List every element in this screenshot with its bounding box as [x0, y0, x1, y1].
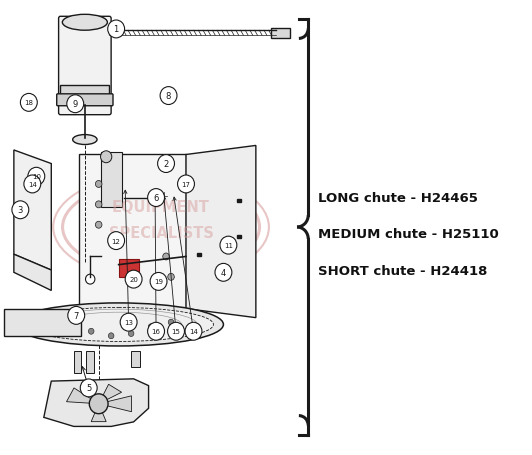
Ellipse shape [24, 308, 213, 342]
FancyBboxPatch shape [59, 17, 111, 116]
Text: 3: 3 [18, 206, 23, 215]
Circle shape [107, 232, 124, 250]
Polygon shape [44, 379, 148, 426]
Text: 11: 11 [224, 243, 233, 248]
Polygon shape [66, 388, 99, 404]
Text: 8: 8 [166, 92, 171, 101]
Bar [197, 253, 201, 257]
Text: 1: 1 [113, 25, 119, 35]
Text: 13: 13 [124, 319, 133, 325]
Text: 12: 12 [112, 238, 121, 244]
Circle shape [120, 313, 137, 331]
Circle shape [168, 274, 174, 281]
Ellipse shape [62, 15, 107, 31]
Text: 20: 20 [129, 277, 138, 283]
Circle shape [101, 152, 112, 163]
Text: 14: 14 [28, 182, 37, 187]
Text: 14: 14 [189, 329, 198, 334]
Circle shape [109, 333, 114, 339]
Circle shape [95, 202, 102, 208]
Circle shape [163, 253, 169, 260]
Circle shape [107, 21, 124, 39]
Circle shape [159, 192, 168, 202]
Circle shape [215, 264, 232, 282]
Circle shape [28, 168, 45, 186]
Circle shape [157, 155, 174, 173]
Polygon shape [79, 155, 186, 309]
Text: 6: 6 [153, 194, 159, 202]
Bar [119, 259, 139, 277]
Circle shape [20, 94, 37, 112]
Circle shape [95, 181, 102, 188]
Circle shape [69, 322, 74, 328]
Polygon shape [14, 255, 51, 291]
Text: 2: 2 [163, 160, 169, 169]
Bar [61, 86, 109, 97]
Circle shape [80, 379, 97, 397]
Circle shape [160, 87, 177, 105]
Polygon shape [4, 309, 81, 336]
Text: MEDIUM chute - H25110: MEDIUM chute - H25110 [318, 228, 499, 241]
Text: 4: 4 [221, 268, 226, 277]
Circle shape [147, 323, 164, 340]
Circle shape [95, 222, 102, 229]
Circle shape [220, 237, 237, 254]
Text: 15: 15 [172, 329, 180, 334]
Text: EQUIPMENT: EQUIPMENT [112, 200, 210, 215]
Circle shape [24, 176, 41, 193]
Circle shape [185, 323, 202, 340]
Bar [237, 199, 241, 202]
Bar [237, 236, 241, 238]
Polygon shape [99, 384, 122, 404]
Text: 17: 17 [181, 182, 190, 187]
Text: 16: 16 [152, 329, 161, 334]
Text: 19: 19 [154, 279, 163, 285]
Text: 7: 7 [73, 311, 79, 320]
Text: SHORT chute - H24418: SHORT chute - H24418 [318, 264, 488, 277]
Circle shape [88, 329, 94, 334]
Ellipse shape [14, 303, 223, 346]
Circle shape [168, 323, 185, 340]
Bar [74, 351, 81, 373]
Circle shape [150, 273, 167, 291]
Text: LONG chute - H24465: LONG chute - H24465 [318, 192, 478, 205]
Bar [101, 153, 122, 207]
Circle shape [125, 271, 142, 288]
Circle shape [147, 189, 164, 207]
Text: 9: 9 [72, 100, 78, 109]
Circle shape [168, 319, 174, 325]
Circle shape [128, 331, 134, 337]
Text: 10: 10 [32, 174, 41, 180]
Polygon shape [186, 146, 256, 318]
Bar [131, 351, 140, 367]
Circle shape [178, 176, 194, 193]
Text: 5: 5 [86, 384, 92, 393]
Circle shape [148, 324, 154, 330]
Text: 18: 18 [24, 100, 34, 106]
Polygon shape [14, 151, 51, 270]
FancyBboxPatch shape [57, 95, 113, 106]
Circle shape [67, 96, 84, 113]
Circle shape [86, 274, 95, 284]
Circle shape [68, 307, 85, 324]
Polygon shape [99, 396, 131, 412]
Polygon shape [91, 404, 106, 422]
Text: SPECIALISTS: SPECIALISTS [109, 225, 213, 240]
Ellipse shape [73, 135, 97, 145]
Circle shape [89, 394, 108, 414]
Bar [271, 29, 289, 39]
Circle shape [12, 202, 29, 219]
Circle shape [151, 192, 160, 202]
Bar [86, 351, 94, 373]
